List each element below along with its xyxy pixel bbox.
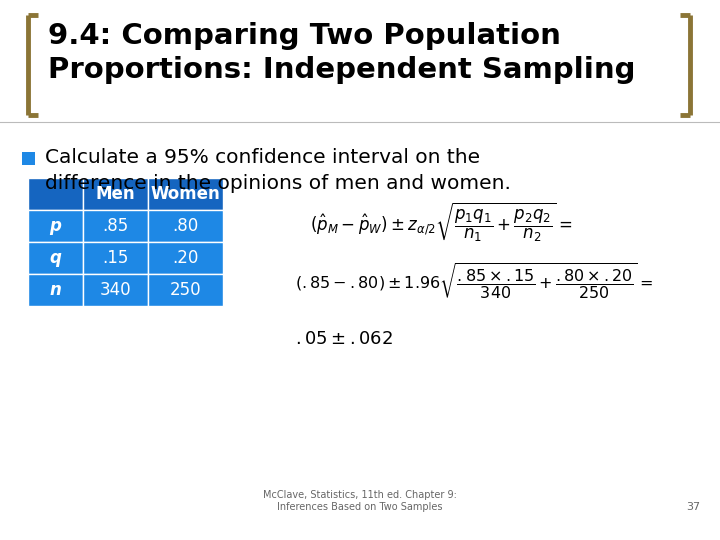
- Text: difference in the opinions of men and women.: difference in the opinions of men and wo…: [45, 174, 511, 193]
- Bar: [83, 274, 148, 306]
- Text: .80: .80: [172, 217, 199, 235]
- Text: $(.85-.80)\pm 1.96\sqrt{\dfrac{.85\times .15}{340}+\dfrac{.80\times .20}{250}}=$: $(.85-.80)\pm 1.96\sqrt{\dfrac{.85\times…: [295, 262, 653, 302]
- Text: Men: Men: [96, 185, 135, 203]
- Text: p: p: [50, 217, 61, 235]
- Text: 9.4: Comparing Two Population: 9.4: Comparing Two Population: [48, 22, 561, 50]
- Text: Calculate a 95% confidence interval on the: Calculate a 95% confidence interval on t…: [45, 148, 480, 167]
- Text: .15: .15: [102, 249, 129, 267]
- Bar: [83, 242, 148, 274]
- Text: .20: .20: [172, 249, 199, 267]
- Bar: [148, 274, 223, 306]
- Text: McClave, Statistics, 11th ed. Chapter 9:
Inferences Based on Two Samples: McClave, Statistics, 11th ed. Chapter 9:…: [263, 490, 457, 512]
- Bar: [148, 178, 223, 210]
- Text: 37: 37: [686, 502, 700, 512]
- Bar: [28, 274, 83, 306]
- Bar: [28, 178, 83, 210]
- Text: Women: Women: [150, 185, 220, 203]
- Bar: [22, 152, 35, 165]
- Bar: [83, 178, 148, 210]
- Text: 250: 250: [170, 281, 202, 299]
- Text: 340: 340: [99, 281, 131, 299]
- Bar: [83, 210, 148, 242]
- Text: $.05\pm .062$: $.05\pm .062$: [295, 330, 393, 348]
- Text: Proportions: Independent Sampling: Proportions: Independent Sampling: [48, 56, 636, 84]
- Bar: [28, 242, 83, 274]
- Bar: [148, 210, 223, 242]
- Text: $(\hat{p}_M - \hat{p}_W) \pm z_{\alpha/2}\sqrt{\dfrac{p_1 q_1}{n_1} + \dfrac{p_2: $(\hat{p}_M - \hat{p}_W) \pm z_{\alpha/2…: [310, 200, 572, 244]
- Text: q: q: [50, 249, 61, 267]
- Bar: [28, 210, 83, 242]
- Text: .85: .85: [102, 217, 129, 235]
- Text: n: n: [50, 281, 61, 299]
- Bar: [148, 242, 223, 274]
